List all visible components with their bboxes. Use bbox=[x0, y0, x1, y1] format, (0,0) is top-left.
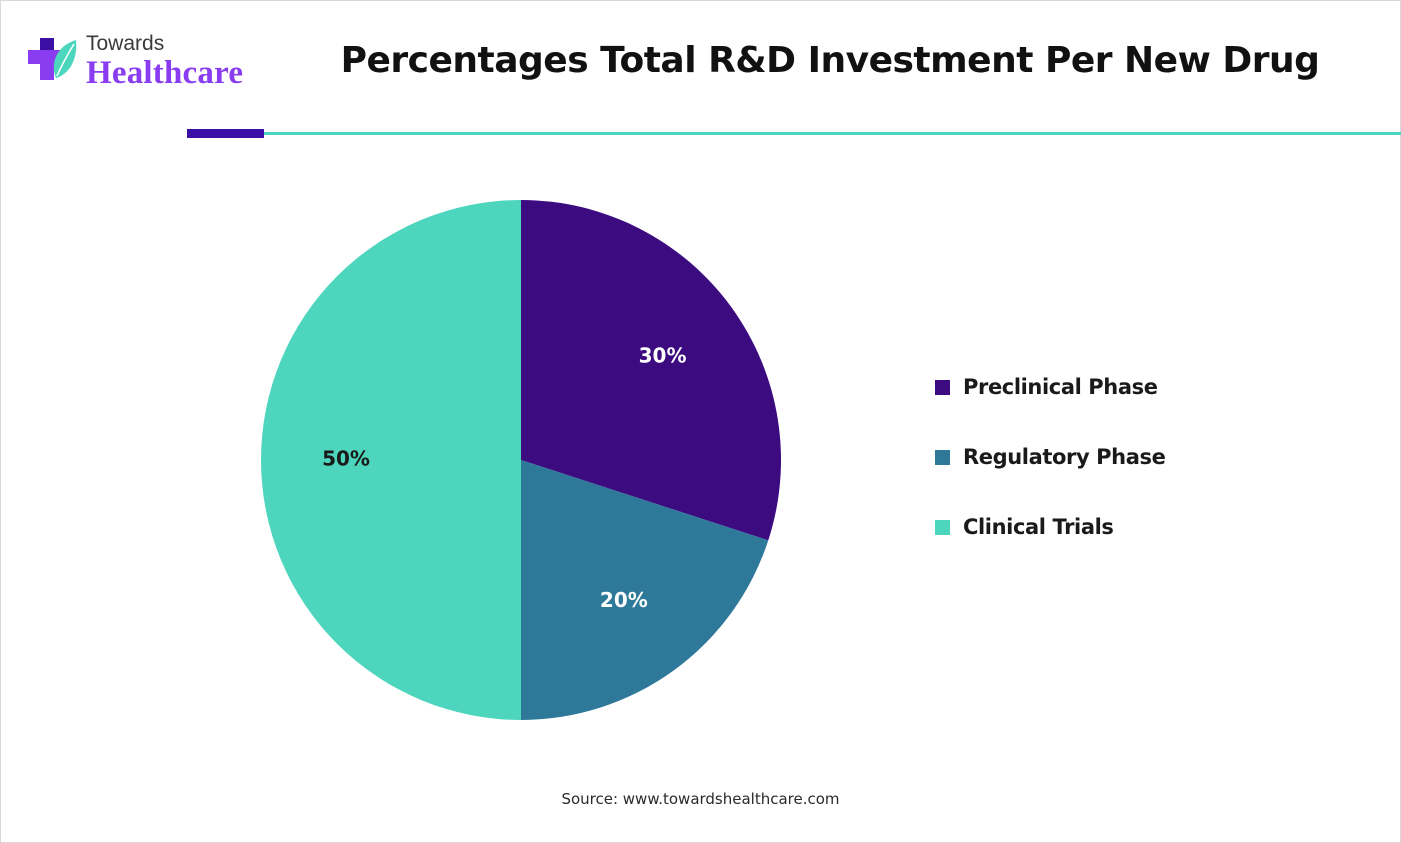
title-accent-bar bbox=[187, 129, 264, 138]
legend-label: Clinical Trials bbox=[963, 515, 1114, 539]
pie-slice-clinical-trials bbox=[261, 200, 521, 720]
legend-swatch bbox=[935, 519, 950, 535]
chart-title: Percentages Total R&D Investment Per New… bbox=[340, 40, 1320, 81]
data-label-preclinical-phase: 30% bbox=[639, 344, 687, 368]
legend-item-regulatory-phase: Regulatory Phase bbox=[935, 442, 1166, 472]
legend-swatch bbox=[935, 379, 950, 395]
title-rule-line bbox=[264, 132, 1401, 135]
data-label-clinical-trials: 50% bbox=[322, 447, 370, 471]
chart-legend: Preclinical Phase Regulatory Phase Clinica… bbox=[935, 372, 1166, 582]
brand-logo: Towards Healthcare bbox=[26, 30, 266, 100]
legend-label: Preclinical Phase bbox=[963, 375, 1158, 399]
legend-item-preclinical-phase: Preclinical Phase bbox=[935, 372, 1165, 402]
legend-swatch bbox=[935, 449, 950, 465]
legend-label: Regulatory Phase bbox=[963, 445, 1166, 469]
logo-text-towards: Towards bbox=[86, 32, 165, 55]
source-note: Source: www.towardshealthcare.com bbox=[561, 790, 840, 808]
logo-text-healthcare: Healthcare bbox=[86, 55, 244, 91]
data-label-regulatory-phase: 20% bbox=[600, 588, 648, 612]
pie-slice-preclinical-phase bbox=[521, 200, 781, 541]
pie-slice-regulatory-phase bbox=[521, 460, 769, 720]
plus-leaf-icon bbox=[28, 38, 77, 80]
legend-item-clinical-trials: Clinical Trials bbox=[935, 512, 1165, 542]
